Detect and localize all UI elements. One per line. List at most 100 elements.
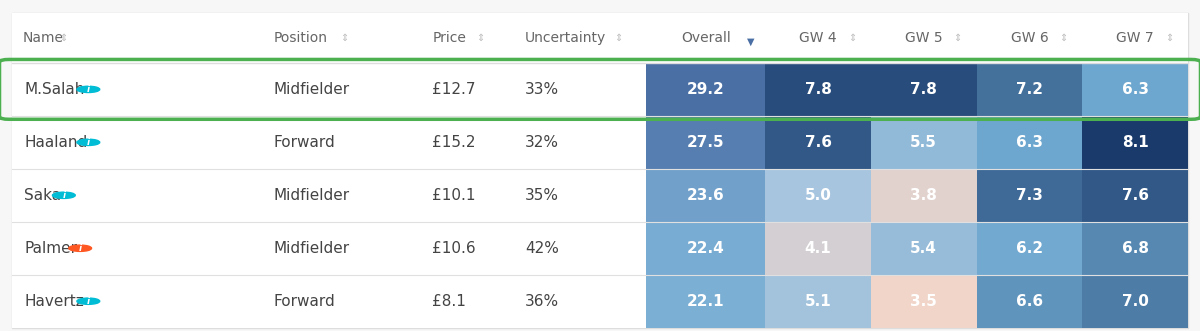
- FancyBboxPatch shape: [421, 222, 514, 275]
- Text: 6.8: 6.8: [1122, 241, 1148, 256]
- Text: Overall: Overall: [680, 31, 731, 45]
- Text: Uncertainty: Uncertainty: [524, 31, 606, 45]
- Text: 7.6: 7.6: [1122, 188, 1148, 203]
- FancyBboxPatch shape: [12, 275, 263, 328]
- Text: ⇕: ⇕: [341, 33, 348, 43]
- FancyBboxPatch shape: [263, 275, 421, 328]
- Text: 6.6: 6.6: [1016, 294, 1043, 309]
- Text: 6.2: 6.2: [1016, 241, 1043, 256]
- FancyBboxPatch shape: [421, 63, 514, 116]
- Text: ⇕: ⇕: [847, 33, 856, 43]
- FancyBboxPatch shape: [514, 169, 647, 222]
- FancyBboxPatch shape: [514, 116, 647, 169]
- FancyBboxPatch shape: [871, 275, 977, 328]
- Text: 7.3: 7.3: [1016, 188, 1043, 203]
- Text: M.Salah: M.Salah: [24, 82, 84, 97]
- FancyBboxPatch shape: [1082, 116, 1188, 169]
- Text: 5.4: 5.4: [911, 241, 937, 256]
- Text: 32%: 32%: [524, 135, 559, 150]
- FancyBboxPatch shape: [1082, 222, 1188, 275]
- Text: ⇕: ⇕: [954, 33, 961, 43]
- FancyBboxPatch shape: [514, 63, 647, 116]
- FancyBboxPatch shape: [766, 275, 871, 328]
- Text: GW 4: GW 4: [799, 31, 836, 45]
- Text: ⇕: ⇕: [614, 33, 622, 43]
- FancyBboxPatch shape: [766, 169, 871, 222]
- FancyBboxPatch shape: [977, 222, 1082, 275]
- Text: 33%: 33%: [524, 82, 559, 97]
- Text: 5.5: 5.5: [911, 135, 937, 150]
- FancyBboxPatch shape: [421, 116, 514, 169]
- FancyBboxPatch shape: [12, 13, 1188, 63]
- FancyBboxPatch shape: [421, 275, 514, 328]
- Text: i: i: [86, 138, 90, 147]
- Text: £10.6: £10.6: [432, 241, 476, 256]
- Circle shape: [77, 298, 100, 304]
- FancyBboxPatch shape: [12, 116, 263, 169]
- FancyBboxPatch shape: [871, 222, 977, 275]
- Text: Midfielder: Midfielder: [274, 188, 350, 203]
- Text: 6.3: 6.3: [1016, 135, 1043, 150]
- FancyBboxPatch shape: [977, 275, 1082, 328]
- FancyBboxPatch shape: [1082, 169, 1188, 222]
- Text: i: i: [86, 85, 90, 94]
- Text: Price: Price: [432, 31, 467, 45]
- FancyBboxPatch shape: [263, 169, 421, 222]
- Text: GW 6: GW 6: [1010, 31, 1049, 45]
- Text: 8.1: 8.1: [1122, 135, 1148, 150]
- FancyBboxPatch shape: [647, 222, 766, 275]
- Text: £15.2: £15.2: [432, 135, 476, 150]
- FancyBboxPatch shape: [977, 169, 1082, 222]
- Text: Midfielder: Midfielder: [274, 241, 350, 256]
- Text: £10.1: £10.1: [432, 188, 476, 203]
- Text: Forward: Forward: [274, 135, 336, 150]
- FancyBboxPatch shape: [514, 222, 647, 275]
- Text: Havertz: Havertz: [24, 294, 84, 309]
- Text: 42%: 42%: [524, 241, 559, 256]
- FancyBboxPatch shape: [1082, 275, 1188, 328]
- FancyBboxPatch shape: [647, 169, 766, 222]
- FancyBboxPatch shape: [12, 63, 263, 116]
- Text: £8.1: £8.1: [432, 294, 467, 309]
- FancyBboxPatch shape: [766, 63, 871, 116]
- FancyBboxPatch shape: [871, 116, 977, 169]
- Text: ▼: ▼: [746, 36, 755, 46]
- Text: 22.1: 22.1: [686, 294, 725, 309]
- Text: i: i: [86, 297, 90, 306]
- Text: 3.5: 3.5: [911, 294, 937, 309]
- FancyBboxPatch shape: [514, 275, 647, 328]
- Circle shape: [77, 86, 100, 93]
- Text: Forward: Forward: [274, 294, 336, 309]
- Text: 3.8: 3.8: [911, 188, 937, 203]
- Text: GW 7: GW 7: [1116, 31, 1154, 45]
- Text: Saka: Saka: [24, 188, 61, 203]
- Text: 5.1: 5.1: [805, 294, 832, 309]
- Text: ⇕: ⇕: [1165, 33, 1174, 43]
- Text: 22.4: 22.4: [686, 241, 725, 256]
- FancyBboxPatch shape: [12, 222, 263, 275]
- FancyBboxPatch shape: [766, 116, 871, 169]
- Text: Haaland: Haaland: [24, 135, 88, 150]
- FancyBboxPatch shape: [1082, 63, 1188, 116]
- FancyBboxPatch shape: [766, 222, 871, 275]
- Text: 23.6: 23.6: [686, 188, 725, 203]
- FancyBboxPatch shape: [12, 169, 263, 222]
- Text: i: i: [78, 244, 82, 253]
- Text: i: i: [62, 191, 66, 200]
- Text: 7.6: 7.6: [804, 135, 832, 150]
- FancyBboxPatch shape: [263, 63, 421, 116]
- Text: ⇕: ⇕: [476, 33, 485, 43]
- FancyBboxPatch shape: [421, 169, 514, 222]
- FancyBboxPatch shape: [647, 116, 766, 169]
- Text: Palmer: Palmer: [24, 241, 77, 256]
- FancyBboxPatch shape: [647, 63, 766, 116]
- Text: 7.0: 7.0: [1122, 294, 1148, 309]
- Circle shape: [53, 192, 76, 198]
- Text: Midfielder: Midfielder: [274, 82, 350, 97]
- Text: 36%: 36%: [524, 294, 559, 309]
- Text: 35%: 35%: [524, 188, 559, 203]
- Text: 7.8: 7.8: [804, 82, 832, 97]
- Text: ⇕: ⇕: [1060, 33, 1067, 43]
- FancyBboxPatch shape: [647, 275, 766, 328]
- Text: Position: Position: [274, 31, 328, 45]
